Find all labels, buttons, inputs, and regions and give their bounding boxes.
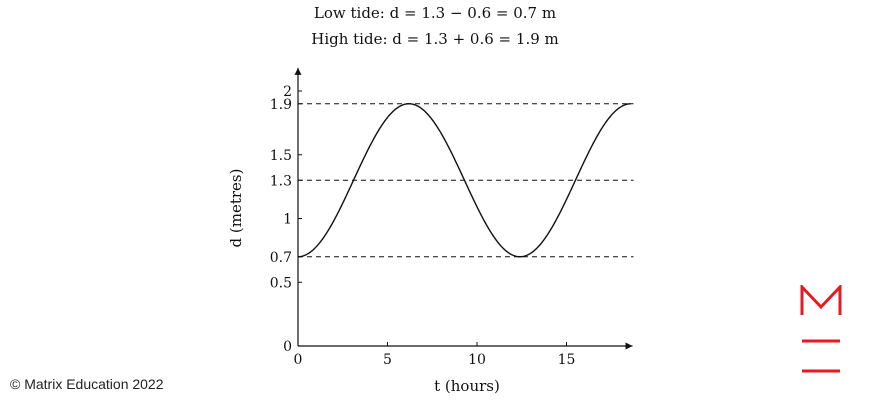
logo-letter-m	[800, 285, 842, 315]
x-tick-label: 15	[558, 352, 576, 368]
copyright-notice: © Matrix Education 2022	[10, 376, 164, 392]
y-tick-label: 2	[283, 84, 292, 100]
x-axis-label: t (hours)	[434, 377, 500, 395]
tide-curve	[297, 103, 631, 258]
y-axis-arrow	[294, 67, 302, 75]
y-axis-label: d (metres)	[227, 169, 245, 248]
x-tick-label: 5	[383, 352, 392, 368]
high-tide-equation: High tide: d = 1.3 + 0.6 = 1.9 m	[311, 30, 559, 48]
y-ticks: 0 0.5 0.7 1 1.3 1.5 1.92	[270, 84, 302, 355]
tide-curve-group	[297, 103, 631, 258]
y-tick-label: 1	[283, 212, 292, 228]
x-tick-label: 10	[468, 352, 486, 368]
matrix-logo-icon	[800, 285, 842, 373]
y-tick-label: 0	[283, 339, 292, 355]
x-ticks: 0 5 10 15	[294, 342, 576, 368]
chart-axes	[294, 67, 633, 350]
x-axis-arrow	[625, 342, 633, 350]
y-tick-label: 0.5	[270, 275, 292, 291]
y-tick-label: 1.5	[270, 148, 292, 164]
y-tick-label: 0.7	[270, 250, 292, 266]
y-tick-label: 1.3	[270, 173, 292, 189]
y-tick-label: 1.9	[270, 97, 292, 113]
low-tide-equation: Low tide: d = 1.3 − 0.6 = 0.7 m	[313, 4, 557, 22]
x-tick-label: 0	[294, 352, 303, 368]
reference-lines	[298, 103, 634, 258]
